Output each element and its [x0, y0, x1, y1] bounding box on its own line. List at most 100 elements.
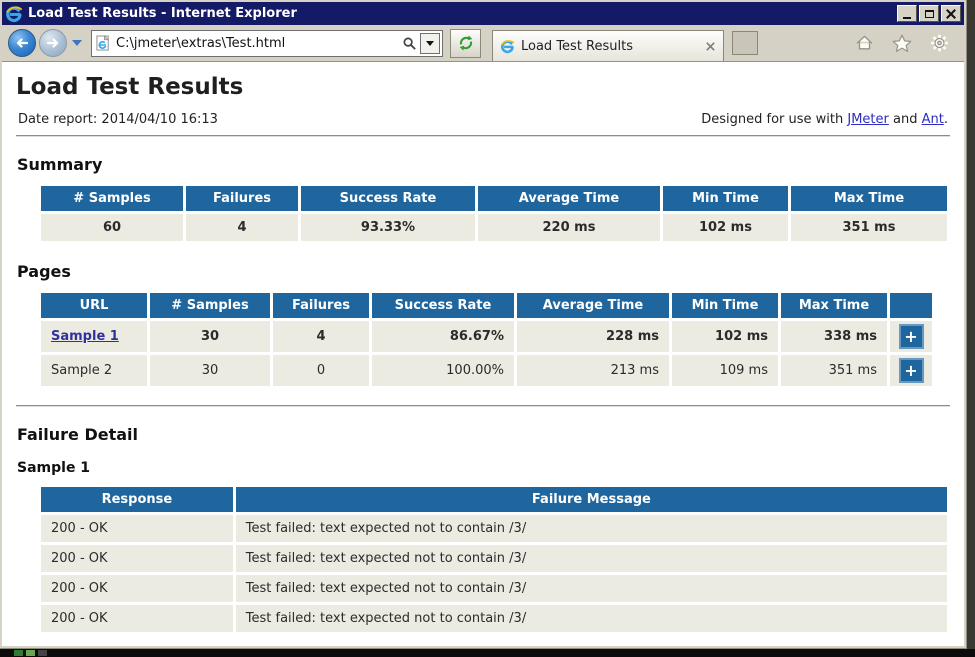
tab-close-icon[interactable] — [705, 41, 716, 52]
recent-pages-dropdown[interactable] — [72, 40, 82, 46]
pages-expand-cell: + — [890, 355, 932, 386]
failure-response-value: 200 - OK — [41, 575, 233, 602]
pages-url-cell: Sample 1 — [41, 321, 147, 352]
pages-col-url: URL — [41, 293, 147, 318]
minimize-button[interactable] — [897, 5, 917, 22]
new-tab-button[interactable] — [732, 31, 758, 55]
ant-link[interactable]: Ant — [921, 112, 944, 127]
pages-min-time-value: 102 ms — [672, 321, 778, 352]
browser-window: Load Test Results - Internet Explorer C:… — [0, 0, 967, 649]
pages-samples-value: 30 — [150, 355, 270, 386]
table-row-failure: 200 - OK Test failed: text expected not … — [41, 515, 947, 542]
command-bar — [854, 33, 950, 54]
maximize-icon — [924, 9, 934, 18]
failure-detail-heading: Failure Detail — [17, 425, 139, 444]
designed-prefix-text: Designed for use with — [701, 112, 844, 127]
expand-sample-2-button[interactable]: + — [898, 358, 924, 383]
failure-sample-subheading: Sample 1 — [17, 460, 91, 476]
failure-detail-table: Response Failure Message 200 - OK Test f… — [38, 484, 950, 635]
jmeter-link[interactable]: JMeter — [847, 112, 889, 127]
close-button[interactable] — [941, 5, 961, 22]
pages-success-rate-value: 86.67% — [372, 321, 514, 352]
ie-tab-icon — [501, 39, 515, 53]
summary-col-failures: Failures — [186, 186, 298, 211]
page-favicon — [96, 34, 110, 51]
table-row-failure: 200 - OK Test failed: text expected not … — [41, 545, 947, 572]
pages-failures-value: 0 — [273, 355, 369, 386]
summary-average-time-value: 220 ms — [478, 214, 660, 241]
summary-col-samples: # Samples — [41, 186, 183, 211]
pages-col-failures: Failures — [273, 293, 369, 318]
period-text: . — [943, 112, 948, 127]
sample-1-link[interactable]: Sample 1 — [51, 329, 119, 344]
taskbar-icon — [38, 650, 47, 656]
pages-min-time-value: 109 ms — [672, 355, 778, 386]
address-bar[interactable]: C:\jmeter\extras\Test.html — [91, 29, 443, 57]
pages-heading: Pages — [17, 262, 71, 281]
pages-col-min-time: Min Time — [672, 293, 778, 318]
failure-message-value: Test failed: text expected not to contai… — [235, 605, 947, 632]
table-row-failure: 200 - OK Test failed: text expected not … — [41, 605, 947, 632]
summary-max-time-value: 351 ms — [791, 214, 947, 241]
summary-table: # Samples Failures Success Rate Average … — [38, 183, 950, 244]
pages-col-expand — [890, 293, 932, 318]
page-content: Load Test Results Date report: 2014/04/1… — [2, 62, 964, 646]
pages-failures-value: 4 — [273, 321, 369, 352]
expand-sample-1-button[interactable]: + — [898, 324, 924, 349]
divider-failure-detail — [16, 405, 950, 407]
table-row-sample-1: Sample 1 30 4 86.67% 228 ms 102 ms 338 m… — [41, 321, 932, 352]
and-text: and — [893, 112, 918, 127]
forward-button[interactable] — [39, 29, 67, 57]
divider-top — [16, 135, 950, 137]
tab-load-test-results[interactable]: Load Test Results — [492, 30, 724, 61]
failure-col-response: Response — [41, 487, 233, 512]
maximize-button[interactable] — [919, 5, 939, 22]
titlebar: Load Test Results - Internet Explorer — [2, 2, 964, 25]
taskbar-icon — [26, 650, 35, 656]
pages-expand-cell: + — [890, 321, 932, 352]
refresh-button[interactable] — [450, 28, 481, 58]
pages-success-rate-value: 100.00% — [372, 355, 514, 386]
back-arrow-icon — [16, 38, 29, 48]
summary-col-min-time: Min Time — [663, 186, 788, 211]
report-meta-row: Date report: 2014/04/10 16:13 Designed f… — [18, 112, 948, 127]
home-icon[interactable] — [854, 33, 875, 53]
tab-title: Load Test Results — [521, 38, 633, 54]
pages-average-time-value: 213 ms — [517, 355, 669, 386]
pages-col-average-time: Average Time — [517, 293, 669, 318]
failure-col-message: Failure Message — [235, 487, 947, 512]
summary-failures-value: 4 — [186, 214, 298, 241]
summary-samples-value: 60 — [41, 214, 183, 241]
failure-response-value: 200 - OK — [41, 515, 233, 542]
window-title: Load Test Results - Internet Explorer — [28, 6, 297, 21]
failure-message-value: Test failed: text expected not to contai… — [235, 545, 947, 572]
failure-message-value: Test failed: text expected not to contai… — [235, 515, 947, 542]
search-icon[interactable] — [402, 36, 417, 51]
minimize-icon — [903, 16, 911, 19]
summary-min-time-value: 102 ms — [663, 214, 788, 241]
forward-arrow-icon — [46, 38, 59, 48]
taskbar-icon — [14, 650, 23, 656]
browser-toolbar: C:\jmeter\extras\Test.html — [2, 25, 964, 62]
chevron-down-icon — [426, 40, 434, 46]
pages-header-row: URL # Samples Failures Success Rate Aver… — [41, 293, 932, 318]
back-button[interactable] — [8, 29, 36, 57]
url-text[interactable]: C:\jmeter\extras\Test.html — [116, 35, 286, 51]
failure-message-value: Test failed: text expected not to contai… — [235, 575, 947, 602]
tools-gear-icon[interactable] — [929, 33, 950, 53]
failure-response-value: 200 - OK — [41, 605, 233, 632]
pages-url-cell: Sample 2 — [41, 355, 147, 386]
pages-table: URL # Samples Failures Success Rate Aver… — [38, 290, 935, 389]
date-report-text: Date report: 2014/04/10 16:13 — [18, 112, 218, 127]
page-title: Load Test Results — [16, 74, 244, 100]
pages-col-max-time: Max Time — [781, 293, 887, 318]
summary-col-success-rate: Success Rate — [301, 186, 475, 211]
summary-header-row: # Samples Failures Success Rate Average … — [41, 186, 947, 211]
summary-col-max-time: Max Time — [791, 186, 947, 211]
address-dropdown-button[interactable] — [420, 32, 440, 54]
summary-success-rate-value: 93.33% — [301, 214, 475, 241]
favorites-star-icon[interactable] — [891, 33, 913, 54]
designed-for-text: Designed for use with JMeter and Ant. — [701, 112, 948, 127]
table-row-failure: 200 - OK Test failed: text expected not … — [41, 575, 947, 602]
pages-col-success-rate: Success Rate — [372, 293, 514, 318]
